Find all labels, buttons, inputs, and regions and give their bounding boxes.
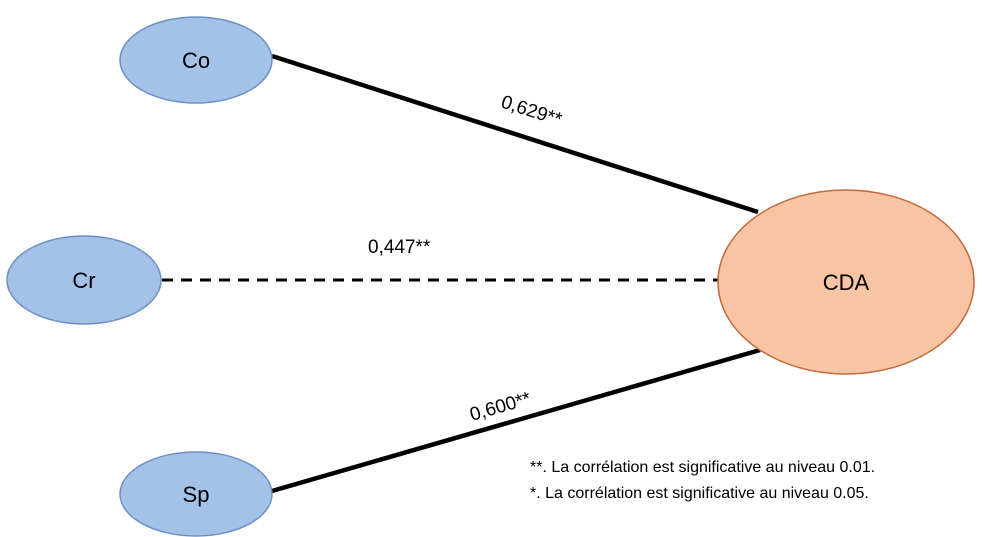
node-sp-label: Sp: [183, 482, 210, 507]
node-cda: CDA: [717, 189, 975, 375]
edge-sp-cda: [271, 347, 761, 494]
node-cr-label: Cr: [72, 268, 95, 293]
edge-co-cda: [271, 53, 759, 215]
node-cda-label: CDA: [823, 270, 870, 295]
node-cr: Cr: [6, 235, 162, 325]
node-co-shape: [119, 16, 273, 104]
node-co-label: Co: [182, 48, 210, 73]
node-cr-shape: [6, 235, 162, 325]
node-co: Co: [119, 16, 273, 104]
node-cda-shape: [717, 189, 975, 375]
edge-label-co-cda: 0,629**: [498, 92, 564, 131]
node-sp-shape: [119, 451, 273, 537]
significance-note-005: *. La corrélation est significative au n…: [530, 485, 869, 502]
node-sp: Sp: [119, 451, 273, 537]
edge-label-cr-cda: 0,447**: [368, 237, 431, 258]
significance-note-001: **. La corrélation est significative au …: [530, 459, 875, 476]
